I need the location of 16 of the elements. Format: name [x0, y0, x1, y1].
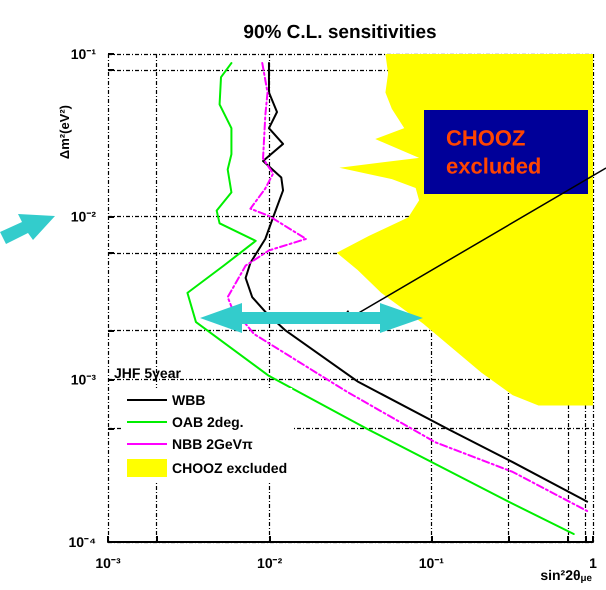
y-tick-label: 10⁻¹ — [70, 46, 96, 62]
chart-title: 90% C.L. sensitivities — [243, 22, 437, 43]
y-tick-label: 10⁻³ — [70, 371, 96, 388]
y-tick-label: 10⁻² — [70, 208, 96, 225]
x-tick-label: 10⁻³ — [95, 555, 121, 571]
legend-label: CHOOZ excluded — [172, 460, 288, 476]
annotation: CHOOZ excluded — [446, 126, 542, 178]
y-axis-title: Δm²(eV²) — [57, 104, 72, 160]
x-tick-label: 10⁻² — [257, 555, 283, 571]
legend-label: NBB 2GeVπ — [172, 436, 254, 452]
x-tick-label: 10⁻¹ — [418, 555, 444, 571]
legend-title: JHF 5year — [114, 365, 182, 381]
x-tick-label: 1 — [589, 555, 598, 571]
y-tick-label: 10⁻⁴ — [68, 534, 96, 550]
legend-label: WBB — [172, 392, 206, 408]
legend-label: OAB 2deg. — [172, 414, 244, 430]
